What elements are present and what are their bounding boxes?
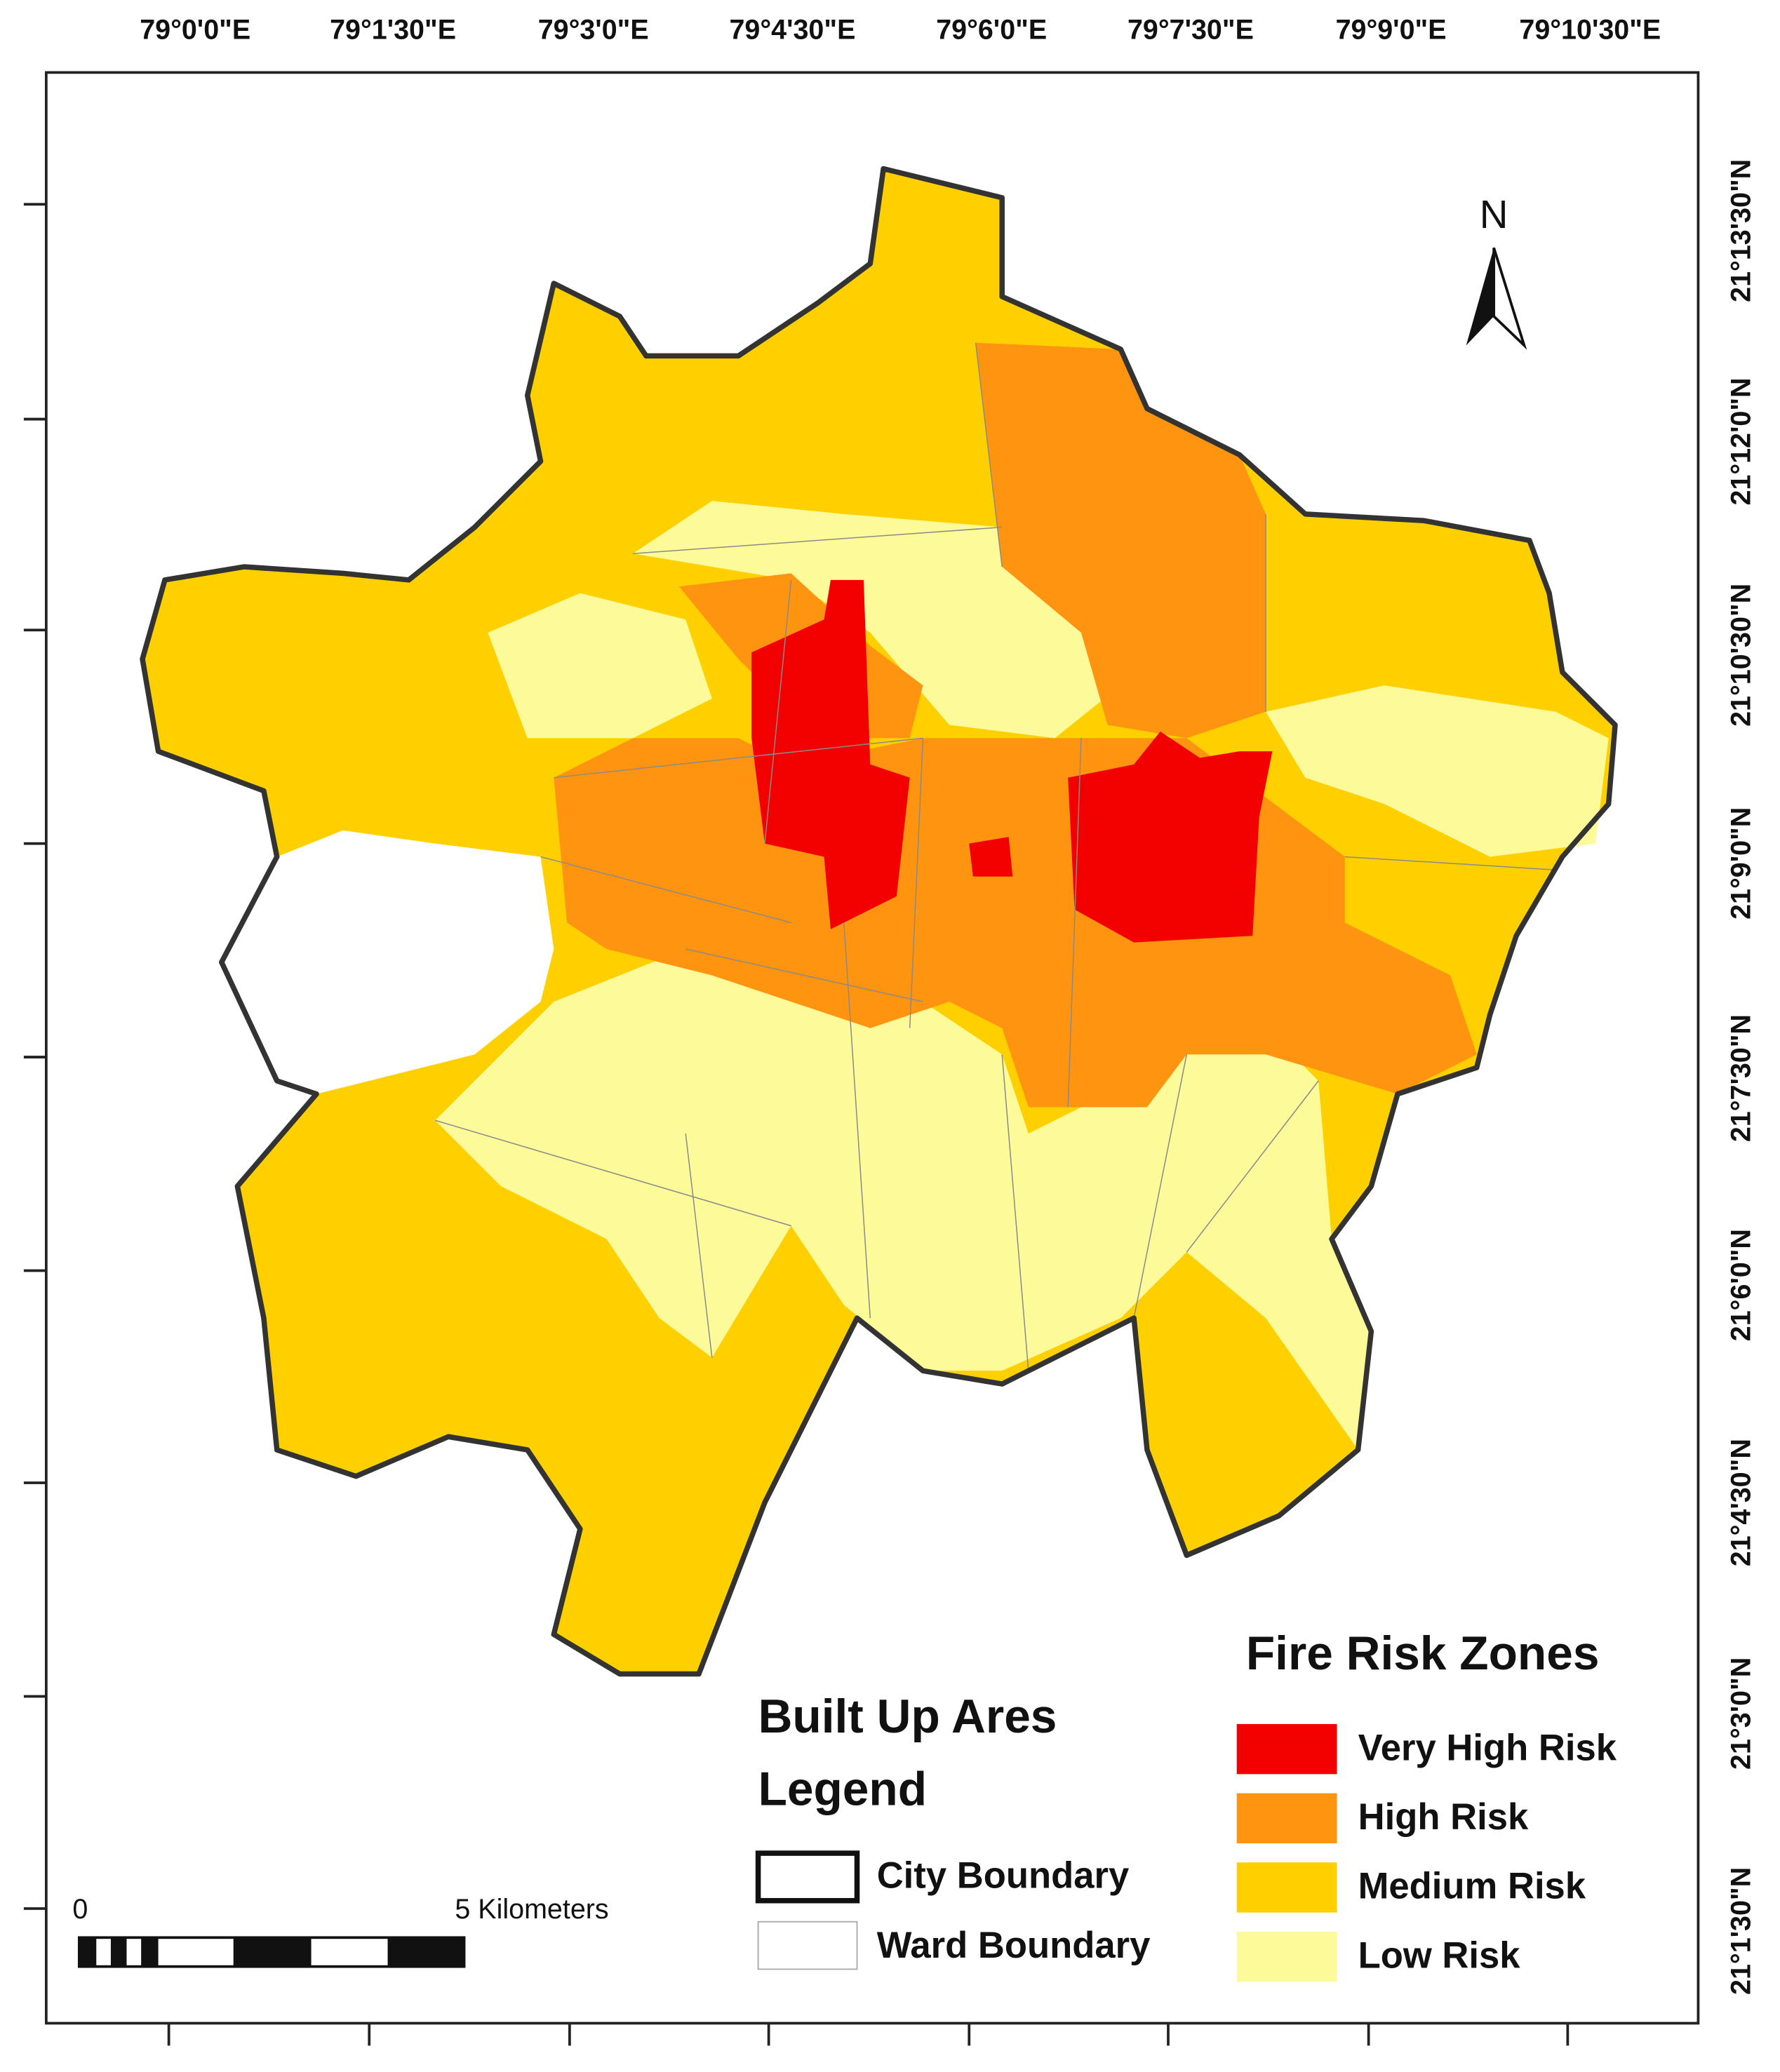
latitude-label: 21°7'30"N xyxy=(1726,1014,1757,1142)
zone-area xyxy=(1068,731,1273,943)
scale-segment xyxy=(110,1937,127,1967)
city-boundary xyxy=(140,166,1618,1677)
scale-end: 5 Kilometers xyxy=(455,1894,608,1925)
ward-boundary xyxy=(434,342,1556,1371)
legend-swatch xyxy=(1236,1793,1337,1843)
latitude-label: 21°4'30"N xyxy=(1726,1439,1757,1566)
latitude-label: 21°9'0"N xyxy=(1726,807,1757,920)
scale-segment xyxy=(233,1937,312,1967)
legend-label: City Boundary xyxy=(877,1855,1130,1897)
longitude-label: 79°4'30"E xyxy=(729,15,855,46)
latitude-label: 21°10'30"N xyxy=(1726,584,1757,727)
scale-bar: 0 5 Kilometers xyxy=(72,1894,609,1968)
longitude-label: 79°10'30"E xyxy=(1519,15,1661,46)
zone-area xyxy=(751,579,910,929)
latitude-label: 21°6'0"N xyxy=(1726,1229,1757,1341)
scale-segment xyxy=(387,1937,464,1967)
latitude-label: 21°12'0"N xyxy=(1726,377,1757,505)
boundary-legend: Built Up Ares Legend City Boundary Ward … xyxy=(755,1690,1151,1970)
legend-title: Built Up Ares xyxy=(758,1690,1057,1743)
longitude-label: 79°1'30"E xyxy=(330,15,456,46)
zone-area xyxy=(435,922,1372,1451)
zone-area xyxy=(488,593,712,739)
city-boundary-swatch xyxy=(755,1850,860,1904)
scale-segment xyxy=(141,1937,159,1967)
zones xyxy=(142,168,1616,1674)
legend-label: High Risk xyxy=(1358,1796,1529,1838)
legend-title: Fire Risk Zones xyxy=(1246,1627,1600,1680)
north-arrow-right xyxy=(1492,247,1527,350)
north-label: N xyxy=(1480,192,1508,236)
legend-swatch xyxy=(1236,1723,1337,1775)
longitude-label: 79°6'0"E xyxy=(936,15,1047,46)
zone-area xyxy=(633,501,1121,739)
legend-label: Ward Boundary xyxy=(877,1925,1151,1966)
longitude-label: 79°7'30"E xyxy=(1127,15,1254,46)
zone-area xyxy=(969,837,1013,877)
latitude-label: 21°13'30"N xyxy=(1726,159,1757,302)
zone-legend: Fire Risk Zones Very High Risk High Risk M… xyxy=(1236,1627,1617,1982)
scale-start: 0 xyxy=(72,1894,88,1925)
legend-title: Legend xyxy=(758,1763,927,1815)
latitude-label: 21°3'0"N xyxy=(1726,1657,1757,1770)
legend-label: Very High Risk xyxy=(1358,1727,1617,1768)
north-arrow: N xyxy=(1466,192,1527,350)
zone-area xyxy=(1266,685,1609,857)
legend-label: Low Risk xyxy=(1358,1935,1521,1976)
north-arrow-left xyxy=(1466,248,1494,346)
longitude-label: 79°3'0"E xyxy=(538,15,649,46)
legend-swatch xyxy=(1236,1862,1337,1913)
scale-segment xyxy=(79,1937,97,1967)
ward-boundary-swatch xyxy=(757,1920,858,1970)
ward-boundaries xyxy=(434,342,1556,1371)
zone-area xyxy=(975,342,1266,739)
longitude-label: 79°0'0"E xyxy=(140,15,250,46)
non-built-area xyxy=(221,830,554,1094)
longitude-label: 79°9'0"E xyxy=(1336,15,1447,46)
legend-swatch xyxy=(1236,1931,1337,1982)
legend-label: Medium Risk xyxy=(1358,1866,1586,1907)
latitude-label: 21°1'30"N xyxy=(1726,1867,1757,1995)
